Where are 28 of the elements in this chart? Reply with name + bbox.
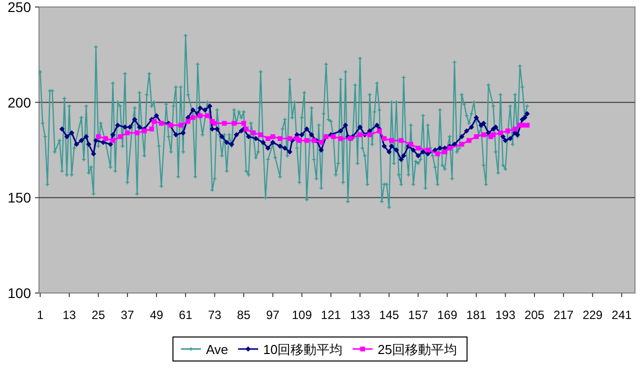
y-tick-label: 200 (8, 94, 32, 110)
x-tick-label: 181 (466, 308, 487, 322)
x-tick-label: 205 (524, 308, 545, 322)
x-tick-label: 61 (178, 308, 193, 322)
legend-label: 25回移動平均 (378, 342, 458, 357)
x-tick-label: 145 (379, 308, 400, 322)
x-tick-label: 109 (292, 308, 312, 322)
x-tick-label: 169 (437, 308, 458, 322)
x-tick-label: 217 (554, 308, 574, 322)
x-tick-label: 157 (408, 308, 428, 322)
x-tick-label: 73 (208, 308, 222, 322)
x-tick-label: 193 (495, 308, 516, 322)
x-tick-label: 49 (150, 308, 164, 322)
x-tick-label: 85 (237, 308, 251, 322)
y-tick-label: 250 (8, 0, 32, 15)
legend-label: 10回移動平均 (263, 342, 343, 357)
x-tick-label: 241 (612, 308, 632, 322)
x-tick-label: 1 (36, 308, 44, 322)
x-tick-label: 13 (62, 308, 76, 322)
y-tick-label: 100 (8, 285, 32, 301)
x-tick-label: 97 (266, 308, 280, 322)
x-tick-label: 37 (120, 308, 134, 322)
x-tick-label: 25 (92, 308, 106, 322)
x-tick-label: 121 (320, 308, 342, 322)
y-tick-label: 150 (8, 190, 32, 206)
x-tick-label: 133 (350, 308, 370, 322)
legend-label: Ave (206, 342, 228, 357)
x-tick-label: 229 (582, 308, 603, 322)
